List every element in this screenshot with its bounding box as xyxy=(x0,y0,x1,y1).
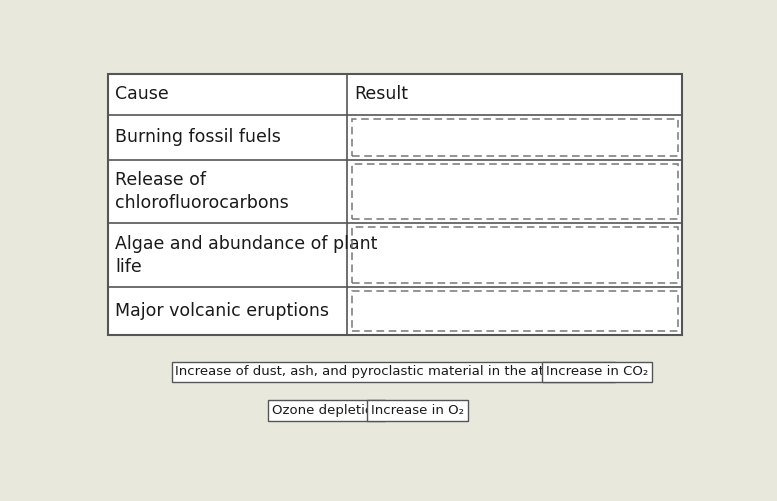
Text: Major volcanic eruptions: Major volcanic eruptions xyxy=(115,302,329,320)
Text: Result: Result xyxy=(354,86,408,103)
Bar xyxy=(352,227,678,283)
Bar xyxy=(352,119,678,156)
Text: Ozone depletion: Ozone depletion xyxy=(272,404,382,417)
Bar xyxy=(108,74,682,335)
Text: Release of
chlorofluorocarbons: Release of chlorofluorocarbons xyxy=(115,171,289,212)
Text: Burning fossil fuels: Burning fossil fuels xyxy=(115,128,281,146)
Text: Increase of dust, ash, and pyroclastic material in the atmosphere: Increase of dust, ash, and pyroclastic m… xyxy=(176,365,611,378)
Text: Algae and abundance of plant
life: Algae and abundance of plant life xyxy=(115,234,378,276)
Bar xyxy=(352,291,678,331)
Bar xyxy=(352,163,678,219)
Text: Increase in CO₂: Increase in CO₂ xyxy=(545,365,648,378)
Text: Cause: Cause xyxy=(115,86,169,103)
Text: Increase in O₂: Increase in O₂ xyxy=(371,404,464,417)
